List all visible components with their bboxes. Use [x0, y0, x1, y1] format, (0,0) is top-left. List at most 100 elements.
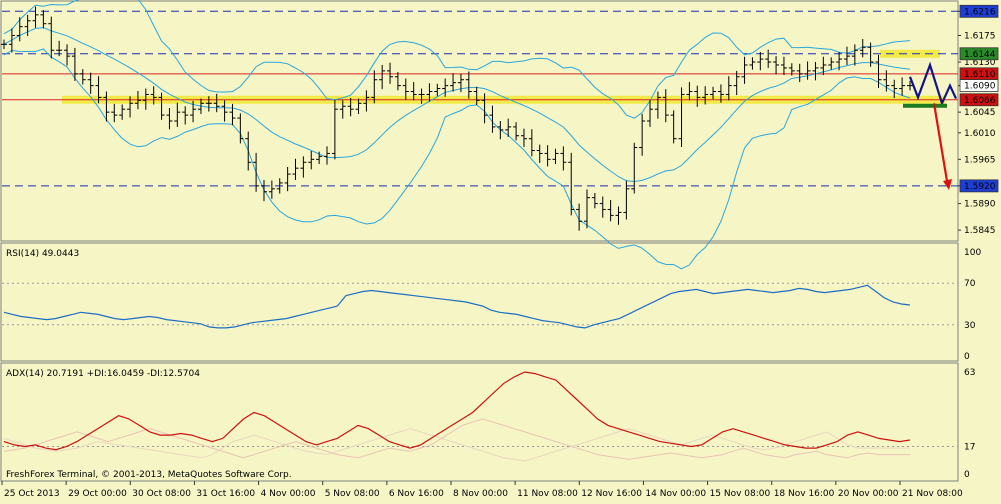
x-tick-label: 21 Nov 08:00 [902, 489, 963, 499]
price-bar [119, 104, 126, 120]
adx-series-plus-di-line [3, 428, 910, 462]
price-bar [221, 100, 228, 122]
price-bar [662, 89, 669, 123]
price-bar [103, 91, 110, 122]
price-bar [158, 92, 165, 120]
price-bar [859, 39, 866, 58]
price-bar [804, 61, 811, 80]
price-bar [820, 56, 827, 75]
price-bar [260, 179, 267, 202]
price-bar [324, 146, 331, 165]
price-bar [560, 146, 567, 171]
level-label-box [959, 93, 999, 107]
forecast-down-arrow-head [943, 179, 952, 191]
price-bar [56, 40, 63, 57]
level-label: 1.6090 [964, 82, 996, 92]
price-bar [875, 54, 882, 88]
price-bar [142, 88, 149, 110]
price-bar [79, 69, 86, 85]
price-bar [639, 113, 646, 156]
price-bar [316, 151, 323, 165]
price-bar [489, 105, 496, 133]
price-bar [363, 90, 370, 112]
level-label: 1.5920 [964, 182, 996, 192]
price-bar [182, 106, 189, 125]
price-tick-label: 1.6010 [964, 129, 996, 139]
price-bar [32, 6, 39, 28]
price-bar [237, 113, 244, 144]
price-bar [536, 144, 543, 163]
price-bar [497, 121, 504, 140]
price-bar [95, 76, 102, 104]
price-bar [607, 200, 614, 222]
price-bar [710, 86, 717, 100]
price-panel [1, 0, 958, 270]
price-bar [300, 156, 307, 178]
price-bar [836, 52, 843, 71]
price-bar [678, 87, 685, 147]
price-bar [631, 142, 638, 194]
adx-panel [2, 371, 958, 462]
x-tick-label: 18 Nov 16:00 [774, 489, 835, 499]
price-bar [891, 79, 898, 98]
price-bar [127, 96, 134, 118]
level-label: 1.6216 [964, 7, 996, 17]
price-tick-label: 1.6130 [964, 58, 996, 68]
price-bar [8, 28, 15, 53]
level-label: 1.6110 [964, 70, 996, 80]
price-bar [576, 203, 583, 231]
price-bar [528, 129, 535, 157]
x-tick-label: 20 Nov 00:00 [838, 489, 899, 499]
price-bar [284, 167, 291, 192]
price-bar [883, 70, 890, 92]
price-bar [733, 70, 740, 96]
price-bar [379, 64, 386, 90]
level-label-box [959, 79, 999, 93]
copyright-text: FreshForex Terminal, © 2001-2013, MetaQu… [6, 470, 292, 480]
price-bar [505, 118, 512, 137]
price-bar [134, 90, 141, 110]
price-bar [788, 63, 795, 76]
price-tick-label: 1.5965 [964, 155, 996, 165]
rsi-line [3, 284, 911, 329]
price-bar [591, 192, 598, 209]
price-bar [615, 206, 622, 225]
price-bar [111, 103, 118, 123]
x-tick-label: 30 Oct 08:00 [132, 489, 191, 499]
price-bar [725, 76, 732, 101]
price-bar [780, 56, 787, 75]
level-label-box [959, 179, 999, 193]
price-bar [583, 189, 590, 229]
forecast-wave-path [908, 61, 957, 107]
adx-panel-frame [0, 362, 959, 482]
price-bar [702, 86, 709, 105]
adx-tick-label: 63 [964, 368, 975, 378]
price-bar [552, 148, 559, 165]
price-bar [16, 17, 23, 42]
rsi-tick-label: 0 [964, 352, 970, 362]
support-band-1 [880, 49, 940, 58]
axes: 1.6216 1.6175 1.6130 1.6090 1.6045 1.6010 1.59… [1, 4, 999, 499]
bollinger-middle-line [3, 27, 911, 183]
price-bar [339, 100, 346, 119]
price-bar [355, 98, 362, 114]
x-tick-label: 4 Nov 00:00 [261, 489, 316, 499]
price-bar [40, 10, 47, 29]
x-tick-label: 6 Nov 16:00 [389, 489, 444, 499]
x-tick-label: 15 Nov 08:00 [710, 489, 771, 499]
price-bar [268, 180, 275, 199]
price-bar [513, 122, 520, 141]
price-bar [654, 91, 661, 119]
rsi-panel [2, 282, 958, 329]
price-bar [213, 93, 220, 113]
price-bar [741, 56, 748, 84]
price-bar [670, 110, 677, 144]
price-bar [442, 78, 449, 97]
price-bar [426, 83, 433, 102]
price-bar [686, 82, 693, 101]
price-bar [292, 158, 299, 180]
price-bar [197, 98, 204, 114]
price-bar [765, 49, 772, 68]
adx-tick-label: 0 [964, 470, 970, 480]
x-tick-label: 31 Oct 16:00 [196, 489, 255, 499]
